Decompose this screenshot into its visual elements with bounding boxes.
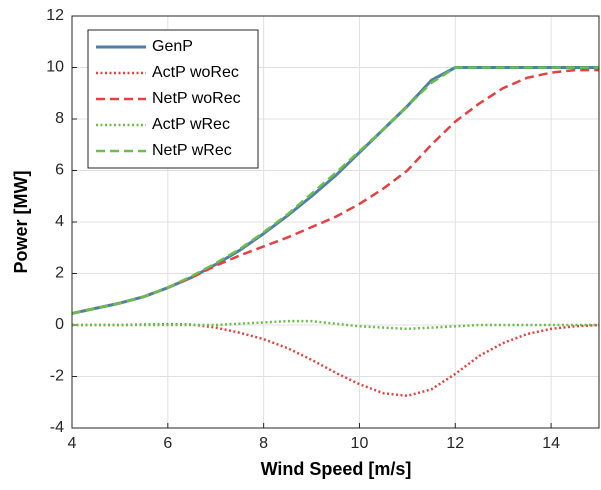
y-tick-label: 0 bbox=[55, 316, 64, 333]
legend-label: NetP wRec bbox=[152, 142, 232, 159]
x-tick-label: 4 bbox=[68, 435, 77, 452]
x-tick-label: 6 bbox=[163, 435, 172, 452]
series-line bbox=[71, 66, 599, 315]
y-tick-label: -2 bbox=[50, 368, 64, 385]
y-tick-label: 6 bbox=[55, 162, 64, 179]
y-axis-label: Power [MW] bbox=[11, 171, 31, 274]
x-tick-label: 10 bbox=[351, 435, 369, 452]
x-tick-label: 8 bbox=[259, 435, 268, 452]
y-tick-label: 4 bbox=[55, 213, 64, 230]
y-tick-label: 10 bbox=[46, 59, 64, 76]
legend-label: ActP woRec bbox=[152, 64, 239, 81]
legend: GenP ActP woRec NetP woRec ActP wRec NetP wR… bbox=[87, 29, 259, 169]
plot-frame bbox=[71, 15, 600, 429]
x-tick-label: 12 bbox=[446, 435, 464, 452]
y-tick-label: -4 bbox=[50, 419, 64, 436]
x-tick-label: 14 bbox=[542, 435, 560, 452]
legend-label: NetP woRec bbox=[152, 90, 241, 107]
y-tick-label: 12 bbox=[46, 7, 64, 24]
y-tick-label: 8 bbox=[55, 110, 64, 127]
legend-label: GenP bbox=[152, 38, 193, 55]
x-axis-label: Wind Speed [m/s] bbox=[261, 459, 412, 479]
legend-label: ActP wRec bbox=[152, 116, 230, 133]
y-tick-label: 2 bbox=[55, 265, 64, 282]
